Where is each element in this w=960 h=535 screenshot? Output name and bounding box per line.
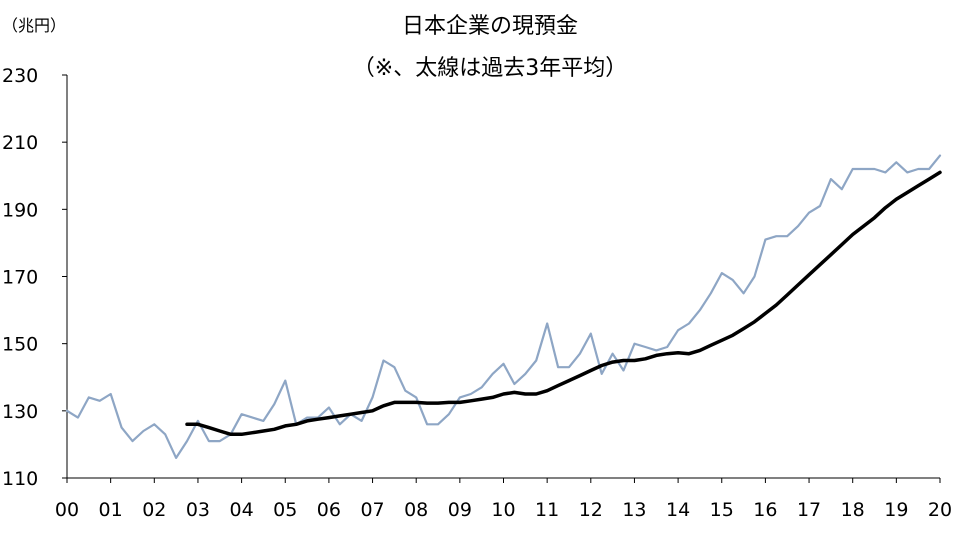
y-tick-label: 210 <box>2 132 38 154</box>
x-tick-label: 16 <box>753 499 777 521</box>
x-tick-label: 20 <box>928 499 952 521</box>
y-tick-label: 130 <box>2 401 38 423</box>
x-tick-label: 00 <box>55 499 79 521</box>
x-tick-label: 14 <box>666 499 690 521</box>
x-tick-label: 10 <box>491 499 515 521</box>
x-tick-label: 04 <box>230 499 254 521</box>
unit-label: （兆円） <box>2 16 66 35</box>
y-tick-label: 110 <box>2 468 38 490</box>
y-tick-label: 150 <box>2 334 38 356</box>
y-tick-label: 170 <box>2 267 38 289</box>
x-tick-label: 01 <box>99 499 123 521</box>
x-tick-label: 11 <box>535 499 559 521</box>
x-tick-label: 17 <box>797 499 821 521</box>
chart-subtitle: （※、太線は過去3年平均） <box>353 56 627 81</box>
x-tick-label: 09 <box>448 499 472 521</box>
x-tick-label: 06 <box>317 499 341 521</box>
x-axis-ticks: 00 01 02 03 04 05 06 07 08 09 10 11 12 13 14 15 16 17 18 19… <box>55 478 952 521</box>
x-tick-label: 13 <box>622 499 646 521</box>
x-tick-label: 02 <box>142 499 166 521</box>
x-tick-label: 18 <box>841 499 865 521</box>
x-tick-label: 08 <box>404 499 428 521</box>
series-quarterly-line <box>65 154 942 459</box>
series-average-line <box>185 170 942 437</box>
x-tick-label: 07 <box>360 499 384 521</box>
chart-title: 日本企業の現預金 <box>402 14 578 39</box>
x-tick-label: 05 <box>273 499 297 521</box>
x-tick-label: 03 <box>186 499 210 521</box>
x-tick-label: 19 <box>884 499 908 521</box>
y-axis-ticks: 110 130 150 170 190 210 230 <box>2 65 67 490</box>
y-tick-label: 190 <box>2 199 38 221</box>
series-layer <box>65 154 942 459</box>
y-tick-label: 230 <box>2 65 38 87</box>
x-tick-label: 12 <box>579 499 603 521</box>
x-tick-label: 15 <box>710 499 734 521</box>
